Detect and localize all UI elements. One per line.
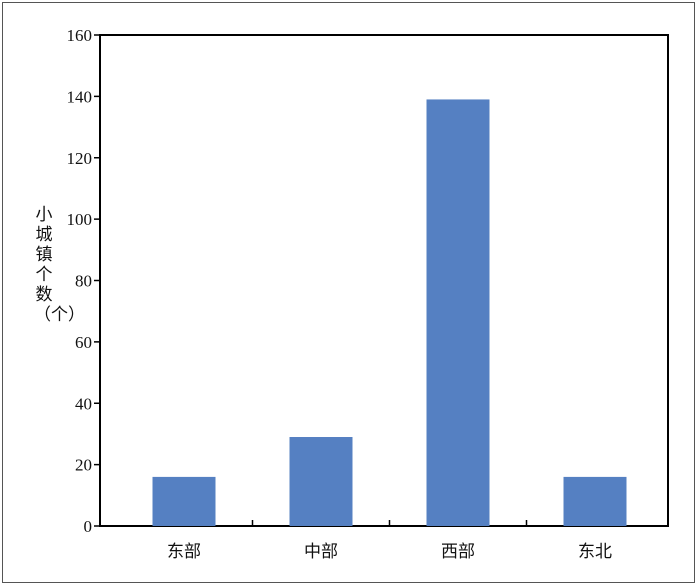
bar-东部: [152, 476, 216, 526]
y-tick-label: 140: [67, 87, 93, 106]
x-tick-label: 西部: [441, 542, 475, 562]
bar-东北: [563, 476, 627, 526]
y-tick-label: 100: [67, 210, 93, 229]
y-tick-label: 160: [67, 26, 93, 45]
bar-西部: [426, 99, 490, 526]
chart-frame: [2, 2, 695, 583]
y-tick-label: 60: [75, 333, 92, 352]
x-tick-label: 东北: [578, 542, 612, 562]
y-tick-label: 0: [84, 517, 93, 536]
y-tick-label: 80: [75, 272, 92, 291]
x-tick-label: 东部: [167, 542, 201, 562]
y-tick-label: 120: [67, 149, 93, 168]
plot-area: [99, 34, 669, 527]
y-tick-label: 40: [75, 394, 92, 413]
bar-中部: [289, 437, 353, 526]
y-tick-label: 20: [75, 456, 92, 475]
x-tick-label: 中部: [304, 542, 338, 562]
